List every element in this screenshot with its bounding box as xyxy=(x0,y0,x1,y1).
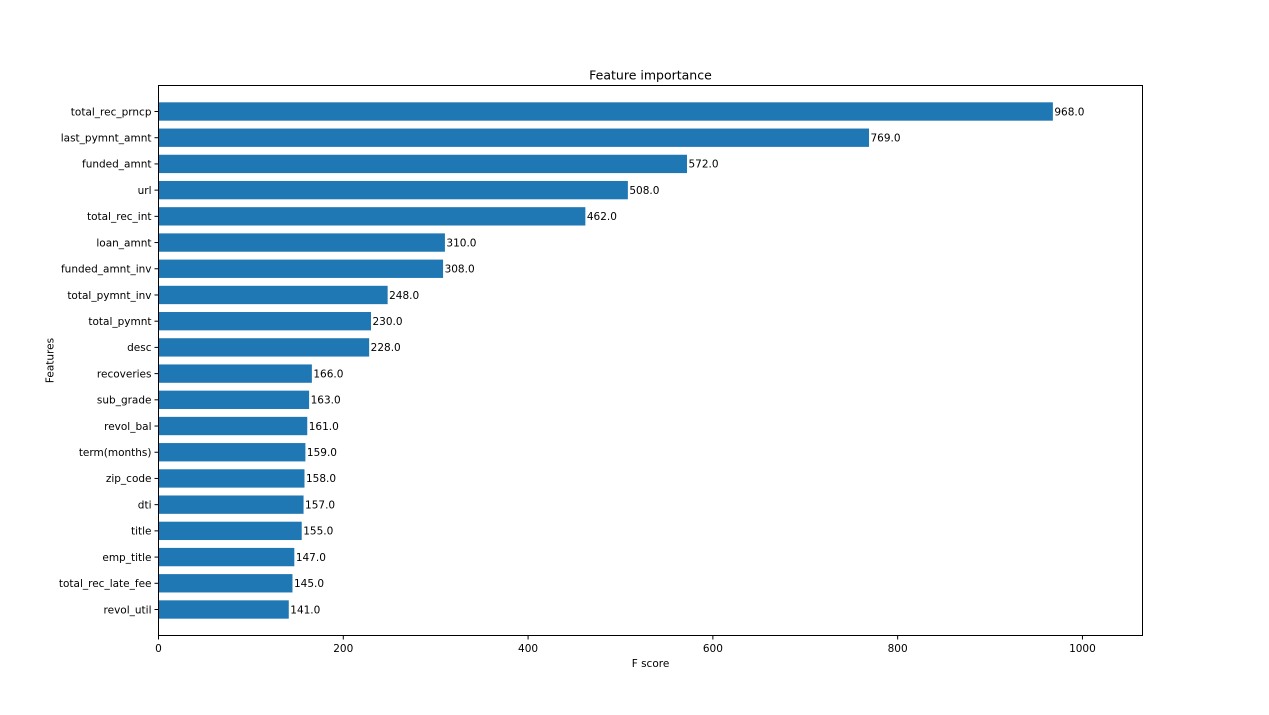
y-tick-label: emp_title xyxy=(102,552,151,564)
y-tick-label: loan_amnt xyxy=(96,237,151,249)
y-tick-label: funded_amnt_inv xyxy=(61,264,152,276)
bar-value-label: 968.0 xyxy=(1054,106,1084,118)
bar-revol_util xyxy=(158,600,289,619)
y-tick-label: total_pymnt xyxy=(88,316,151,328)
plot-frame xyxy=(158,85,1143,636)
bar-title xyxy=(158,521,302,541)
bar-value-label: 166.0 xyxy=(313,368,343,380)
bar-desc xyxy=(158,338,370,357)
bar-last_pymnt_amnt xyxy=(158,128,870,147)
bar-total_pymnt_inv xyxy=(158,285,388,305)
y-tick-label: total_pymnt_inv xyxy=(67,290,151,302)
y-tick-label: revol_util xyxy=(104,604,152,616)
bar-value-label: 508.0 xyxy=(629,185,659,197)
bar-value-label: 230.0 xyxy=(373,316,403,328)
x-axis-ticks: 0 200 400 600 800 1000 xyxy=(155,635,1096,655)
y-tick-label: dti xyxy=(138,499,152,511)
bar-value-label: 572.0 xyxy=(688,159,718,171)
y-tick-label: url xyxy=(138,185,152,197)
bar-value-label: 161.0 xyxy=(309,421,339,433)
x-tick-label: 0 xyxy=(155,643,162,655)
bar-funded_amnt_inv xyxy=(158,259,444,278)
bar-value-label: 462.0 xyxy=(587,211,617,223)
y-tick-label: recoveries xyxy=(97,368,152,380)
bar-value-label: 145.0 xyxy=(294,578,324,590)
y-axis-label: Features xyxy=(45,338,57,383)
bar-emp_title xyxy=(158,547,295,567)
x-tick-label: 200 xyxy=(333,643,353,655)
bar-value-label: 155.0 xyxy=(303,526,333,538)
chart-title: Feature importance xyxy=(589,68,712,83)
x-tick-label: 800 xyxy=(888,643,908,655)
y-tick-label: zip_code xyxy=(106,473,152,485)
y-tick-label: total_rec_late_fee xyxy=(59,578,152,590)
y-tick-label: desc xyxy=(127,342,152,354)
bar-value-label: 147.0 xyxy=(296,552,326,564)
bar-url xyxy=(158,180,628,200)
y-tick-label: title xyxy=(131,526,152,538)
bar-total_pymnt xyxy=(158,312,372,331)
bar-sub_grade xyxy=(158,390,310,409)
bar-value-label: 248.0 xyxy=(389,290,419,302)
y-tick-label: funded_amnt xyxy=(82,159,151,171)
bar-total_rec_late_fee xyxy=(158,574,293,593)
x-tick-label: 1000 xyxy=(1069,643,1096,655)
bar-zip_code xyxy=(158,469,305,488)
y-tick-label: term(months) xyxy=(79,447,152,459)
bar-value-label: 157.0 xyxy=(305,499,335,511)
y-tick-label: revol_bal xyxy=(104,421,151,433)
bar-recoveries xyxy=(158,364,312,383)
bar-loan_amnt xyxy=(158,233,445,252)
bar-total_rec_prncp xyxy=(158,102,1053,121)
bar-funded_amnt xyxy=(158,154,687,174)
bar-value-label: 310.0 xyxy=(446,237,476,249)
bars-layer xyxy=(158,102,1053,619)
y-tick-label: last_pymnt_amnt xyxy=(61,133,152,145)
y-tick-label: total_rec_int xyxy=(87,211,152,223)
bar-revol_bal xyxy=(158,416,308,436)
y-axis-ticks: total_rec_prncp last_pymnt_amnt funded_amn… xyxy=(59,106,159,616)
bar-value-label: 769.0 xyxy=(871,133,901,145)
x-tick-label: 400 xyxy=(518,643,538,655)
bar-total_rec_int xyxy=(158,207,586,226)
bar-value-label: 163.0 xyxy=(311,395,341,407)
value-labels-layer: 968.0 769.0 572.0 508.0 462.0 310.0 308.0 248.0… xyxy=(290,106,1084,616)
bar-value-label: 308.0 xyxy=(445,264,475,276)
y-tick-label: sub_grade xyxy=(97,395,152,407)
y-tick-label: total_rec_prncp xyxy=(71,106,152,118)
bar-value-label: 141.0 xyxy=(290,604,320,616)
bar-value-label: 159.0 xyxy=(307,447,337,459)
bar-value-label: 158.0 xyxy=(306,473,336,485)
x-axis-label: F score xyxy=(632,658,670,670)
bar-term(months) xyxy=(158,443,306,462)
bar-value-label: 228.0 xyxy=(371,342,401,354)
bar-dti xyxy=(158,495,304,514)
x-tick-label: 600 xyxy=(703,643,723,655)
